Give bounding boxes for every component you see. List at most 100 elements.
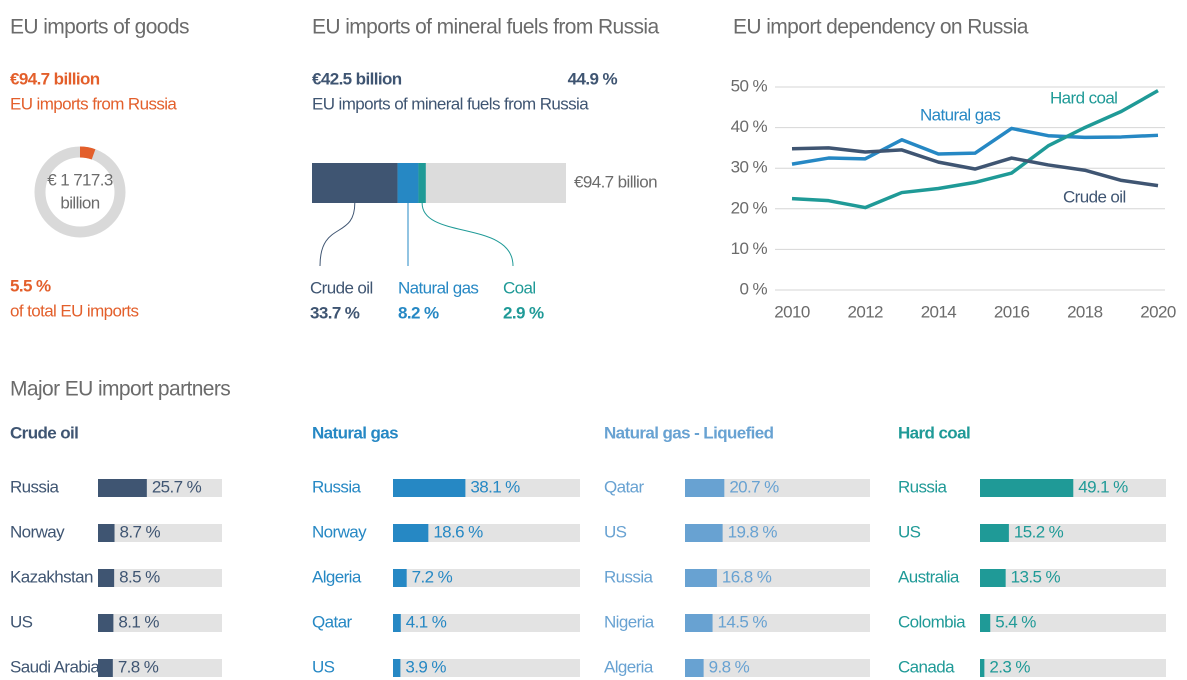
x-tick-label: 2020 <box>1140 302 1176 321</box>
bar-background <box>685 569 870 587</box>
bar <box>393 479 466 497</box>
section-title: Major EU import partners <box>10 378 230 401</box>
headline-share: 44.9 % <box>568 69 618 88</box>
line-series <box>791 89 1159 210</box>
chart-title: EU import dependency on Russia <box>733 16 1029 39</box>
series-name: Coal <box>503 278 536 297</box>
y-tick-label: 50 % <box>731 76 768 95</box>
chart-title: EU imports of goods <box>10 16 189 39</box>
category-label: Nigeria <box>604 612 655 631</box>
bar-background <box>393 524 580 542</box>
value-label: 13.5 % <box>1011 567 1061 586</box>
category-label: Qatar <box>312 612 352 631</box>
category-label: US <box>898 522 921 541</box>
category-label: US <box>10 612 33 631</box>
total-label: €94.7 billion <box>574 172 657 191</box>
bar-background <box>980 569 1166 587</box>
bar <box>980 479 1074 497</box>
subtitle: EU imports of mineral fuels from Russia <box>312 94 589 113</box>
x-tick-label: 2010 <box>774 302 810 321</box>
value-label: 7.2 % <box>412 567 453 586</box>
category-label: Russia <box>898 477 948 496</box>
value-label: 14.5 % <box>718 612 768 631</box>
y-tick-label: 20 % <box>731 198 768 217</box>
value-label: 18.6 % <box>433 522 483 541</box>
bar-segment <box>397 163 419 203</box>
category-label: US <box>604 522 627 541</box>
value-label: 8.1 % <box>118 612 159 631</box>
bar <box>98 659 113 677</box>
line-series <box>791 126 1159 166</box>
bar <box>980 614 991 632</box>
value-label: 3.9 % <box>405 657 446 676</box>
panel-title: Crude oil <box>10 423 78 442</box>
y-tick-label: 30 % <box>731 158 768 177</box>
bar <box>98 569 115 587</box>
bar <box>98 479 147 497</box>
headline: €94.7 billion <box>10 69 100 88</box>
x-tick-label: 2012 <box>847 302 883 321</box>
bar <box>685 614 713 632</box>
value-label: 20.7 % <box>729 477 779 496</box>
x-tick-label: 2014 <box>921 302 957 321</box>
series-label: Natural gas <box>920 105 1000 124</box>
category-label: Norway <box>312 522 367 541</box>
value-label: 2.9 % <box>503 303 544 322</box>
category-label: Kazakhstan <box>10 567 93 586</box>
bar <box>98 614 114 632</box>
value-label: 8.2 % <box>398 303 439 322</box>
y-tick-label: 10 % <box>731 239 768 258</box>
bar <box>98 524 115 542</box>
bar <box>393 659 401 677</box>
category-label: Colombia <box>898 612 966 631</box>
bar-background <box>685 614 870 632</box>
category-label: Russia <box>604 567 654 586</box>
category-label: Canada <box>898 657 955 676</box>
bar-background <box>685 659 870 677</box>
bar <box>393 614 401 632</box>
value-label: 8.7 % <box>120 522 161 541</box>
bar-background <box>98 614 222 632</box>
value-label: 7.8 % <box>118 657 159 676</box>
category-label: Saudi Arabia <box>10 657 100 676</box>
category-label: Russia <box>312 477 362 496</box>
bar <box>685 479 725 497</box>
note: of total EU imports <box>10 301 139 320</box>
bar-background <box>980 659 1166 677</box>
bar <box>685 659 704 677</box>
panel-title: Natural gas - Liquefied <box>604 423 774 442</box>
center-label: € 1 717.3 <box>47 170 113 189</box>
bar-background <box>980 524 1166 542</box>
value-label: 15.2 % <box>1014 522 1064 541</box>
value-label: 38.1 % <box>470 477 520 496</box>
value-label: 5.5 % <box>10 276 51 295</box>
bar-background <box>980 614 1166 632</box>
bar <box>980 659 985 677</box>
bar-background <box>393 614 580 632</box>
bar-background <box>685 524 870 542</box>
category-label: Australia <box>898 567 960 586</box>
value-label: 33.7 % <box>310 303 360 322</box>
center-label: billion <box>60 193 99 212</box>
panel-title: Hard coal <box>898 423 970 442</box>
value-label: 49.1 % <box>1078 477 1128 496</box>
donut-ring <box>34 146 126 238</box>
subtitle: EU imports from Russia <box>10 94 177 113</box>
leader-line <box>319 202 356 267</box>
bar <box>980 524 1009 542</box>
bar-segment <box>312 163 398 203</box>
series-label: Crude oil <box>1063 187 1126 206</box>
donut-slice <box>79 146 96 160</box>
bar <box>685 569 717 587</box>
category-label: Norway <box>10 522 65 541</box>
bar <box>980 569 1006 587</box>
category-label: US <box>312 657 335 676</box>
bar-background <box>393 659 580 677</box>
value-label: 25.7 % <box>152 477 202 496</box>
bar-background <box>685 479 870 497</box>
chart-title: EU imports of mineral fuels from Russia <box>312 16 659 39</box>
bar-segment <box>418 163 426 203</box>
value-label: 8.5 % <box>119 567 160 586</box>
category-label: Algeria <box>604 657 654 676</box>
